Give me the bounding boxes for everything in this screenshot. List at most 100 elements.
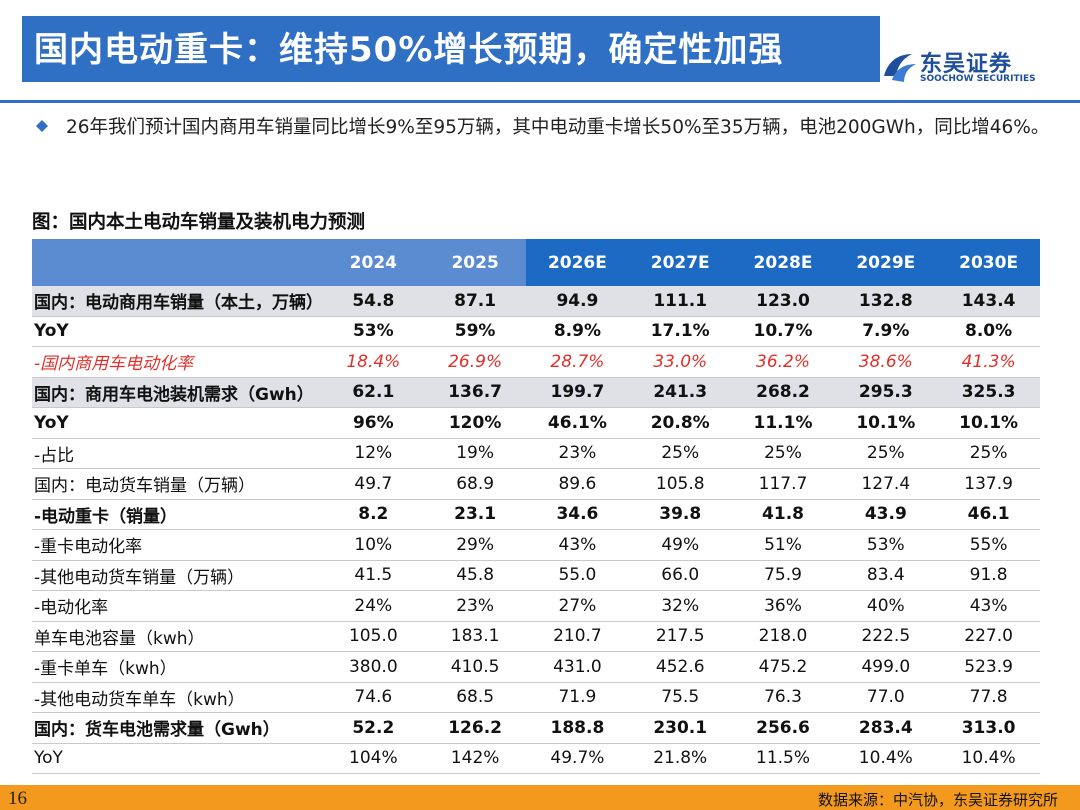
data-source: 数据来源：中汽协，东吴证券研究所 (817, 791, 1058, 809)
logo-english-name: SOOCHOW SECURITIES (920, 74, 1036, 84)
table-cell: 105.8 (655, 473, 705, 494)
table-cell: 111.1 (653, 290, 708, 311)
header-cell: 2027E (628, 239, 732, 286)
table-cell: 49.7 (354, 473, 393, 494)
row-label: -重卡电动化率 (34, 537, 143, 558)
row-label: 国内：电动货车销量（万辆） (34, 476, 255, 497)
table-cell: 96% (352, 412, 394, 433)
row-label: 国内：电动商用车销量（本土，万辆） (34, 293, 323, 314)
table-cell: 89.6 (558, 473, 597, 494)
table-cell: 217.5 (655, 626, 705, 647)
table-cell: 45.8 (456, 565, 495, 586)
table-cell: 27% (558, 595, 597, 616)
bullet-text: 26年我们预计国内商用车销量同比增长9%至95万辆，其中电动重卡增长50%至35… (66, 117, 1050, 138)
header-cell: 2026E (526, 239, 629, 286)
table-cell: 46.1% (547, 412, 607, 433)
table-cell: 55.0 (558, 565, 597, 586)
table-body: 国内：电动商用车销量（本土，万辆） 54.8 87.1 94.9 111.1 123.0 1… (32, 286, 1040, 774)
table-row: -其他电动货车销量（万辆） 41.5 45.8 55.0 66.0 75.9 83.4 91.… (32, 561, 1040, 591)
row-label: -占比 (34, 445, 75, 466)
table-cell: 77.0 (866, 687, 905, 708)
table-cell: 12% (354, 443, 393, 464)
table-cell: 313.0 (961, 717, 1016, 738)
table-cell: 210.7 (553, 626, 602, 647)
table-cell: 241.3 (653, 382, 708, 403)
table-cell: 53% (352, 321, 394, 342)
table-cell: 8.9% (553, 321, 601, 342)
table-header: 2024 2025 2026E 2027E 2028E 2029E 2030E (32, 239, 1040, 286)
table-cell: 32% (661, 595, 700, 616)
header-cell: 2024 (322, 239, 425, 286)
table-cell: 68.5 (456, 687, 495, 708)
table-cell: 136.7 (448, 382, 502, 403)
table-cell: 62.1 (352, 382, 395, 403)
table-cell: 127.4 (861, 473, 911, 494)
table-cell: 53% (866, 534, 905, 555)
row-label: YoY (34, 748, 63, 769)
table-cell: 43.9 (864, 504, 907, 525)
title-bar (22, 16, 880, 82)
table-cell: 132.8 (858, 290, 913, 311)
table-cell: 8.2 (358, 504, 389, 525)
soochow-logo-icon (884, 54, 916, 82)
table-cell: 71.9 (558, 687, 597, 708)
table-cell: 24% (354, 595, 393, 616)
table-cell: 117.7 (758, 473, 808, 494)
table-cell: 123.0 (756, 290, 810, 311)
company-logo: 东吴证券 SOOCHOW SECURITIES (878, 44, 1058, 90)
table-cell: 8.0% (965, 321, 1013, 342)
table-cell: 11.1% (753, 412, 813, 433)
table-cell: 77.8 (969, 687, 1008, 708)
forecast-table: 2024 2025 2026E 2027E 2028E 2029E 2030E … (32, 239, 1040, 774)
table-cell: 137.9 (964, 473, 1013, 494)
table-cell: 120% (448, 412, 502, 433)
table-cell: 40% (866, 595, 905, 616)
table-cell: 41.8 (762, 504, 804, 525)
table-cell: 68.9 (456, 473, 495, 494)
table-cell: 87.1 (454, 290, 497, 311)
table-cell: 23% (456, 595, 495, 616)
table-cell: 43% (558, 534, 597, 555)
table-cell: 76.3 (764, 687, 802, 708)
header-blank-cell (32, 239, 323, 286)
table-cell: 475.2 (758, 656, 808, 677)
table-row: YoY 104% 142% 49.7% 21.8% 11.5% 10.4% 10.4% (32, 744, 1040, 774)
table-cell: 230.1 (653, 717, 708, 738)
table-row: -国内商用车电动化率 18.4% 26.9% 28.7% 33.0% 36.2% 38.6%… (32, 347, 1040, 378)
table-cell: 256.6 (756, 717, 810, 738)
row-label: -国内商用车电动化率 (34, 354, 194, 375)
table-row: -重卡单车（kwh） 380.0 410.5 431.0 452.6 475.2 499.0… (32, 652, 1040, 683)
table-cell: 183.1 (450, 626, 500, 647)
table-cell: 295.3 (858, 382, 913, 403)
table-cell: 38.6% (858, 351, 913, 372)
table-cell: 218.0 (758, 626, 808, 647)
figure-caption: 图：国内本土电动车销量及装机电力预测 (32, 212, 366, 233)
table-cell: 452.6 (655, 656, 705, 677)
table-cell: 23.1 (454, 504, 497, 525)
table-cell: 36% (764, 595, 802, 616)
header-divider (0, 100, 1080, 103)
header-cell: 2028E (731, 239, 835, 286)
table-row: 国内：电动商用车销量（本土，万辆） 54.8 87.1 94.9 111.1 123.0 1… (32, 286, 1040, 317)
table-cell: 499.0 (861, 656, 911, 677)
table-row: YoY 96% 120% 46.1% 20.8% 11.1% 10.1% 10.1% (32, 408, 1040, 439)
table-cell: 25% (969, 443, 1008, 464)
table-cell: 19% (456, 443, 495, 464)
table-cell: 10.4% (961, 748, 1016, 769)
diamond-bullet-icon (36, 120, 48, 132)
table-cell: 75.5 (661, 687, 700, 708)
table-cell: 10.1% (959, 412, 1019, 433)
table-cell: 325.3 (961, 382, 1016, 403)
table-row: 国内：电动货车销量（万辆） 49.7 68.9 89.6 105.8 117.7 127.4… (32, 469, 1040, 500)
table-row: -电动化率 24% 23% 27% 32% 36% 40% 43% (32, 591, 1040, 622)
table-row: -电动重卡（销量） 8.2 23.1 34.6 39.8 41.8 43.9 46.1 (32, 500, 1040, 530)
table-cell: 431.0 (553, 656, 602, 677)
table-cell: 41.3% (961, 351, 1016, 372)
row-label: -电动化率 (34, 598, 109, 619)
table-cell: 28.7% (550, 351, 605, 372)
row-label: -重卡单车（kwh） (34, 659, 177, 680)
header-cell: 2030E (937, 239, 1040, 286)
row-label: 国内：货车电池需求量（Gwh） (34, 720, 280, 741)
table-row: YoY 53% 59% 8.9% 17.1% 10.7% 7.9% 8.0% (32, 317, 1040, 347)
table-cell: 49.7% (550, 748, 605, 769)
